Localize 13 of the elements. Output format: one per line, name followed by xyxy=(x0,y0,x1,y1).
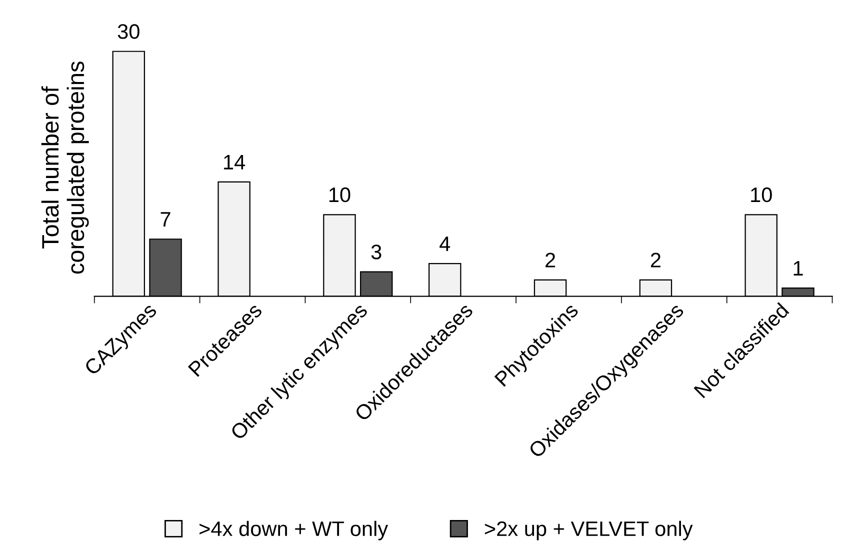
data-label: 2 xyxy=(650,252,660,268)
data-label: 10 xyxy=(751,187,772,202)
data-label: 1 xyxy=(794,261,803,276)
y-axis-title: Total number of coregulated proteins xyxy=(41,62,89,274)
data-label: 14 xyxy=(224,154,246,170)
data-label: 30 xyxy=(118,24,140,39)
data-label: 3 xyxy=(371,244,382,260)
data-label: 4 xyxy=(440,236,450,251)
data-label: 7 xyxy=(160,212,170,226)
data-label: 10 xyxy=(329,187,350,202)
legend-label: >2x up + VELVET only xyxy=(484,520,693,540)
legend-label: >4x down + WT only xyxy=(200,520,388,540)
data-label: 2 xyxy=(546,252,556,268)
